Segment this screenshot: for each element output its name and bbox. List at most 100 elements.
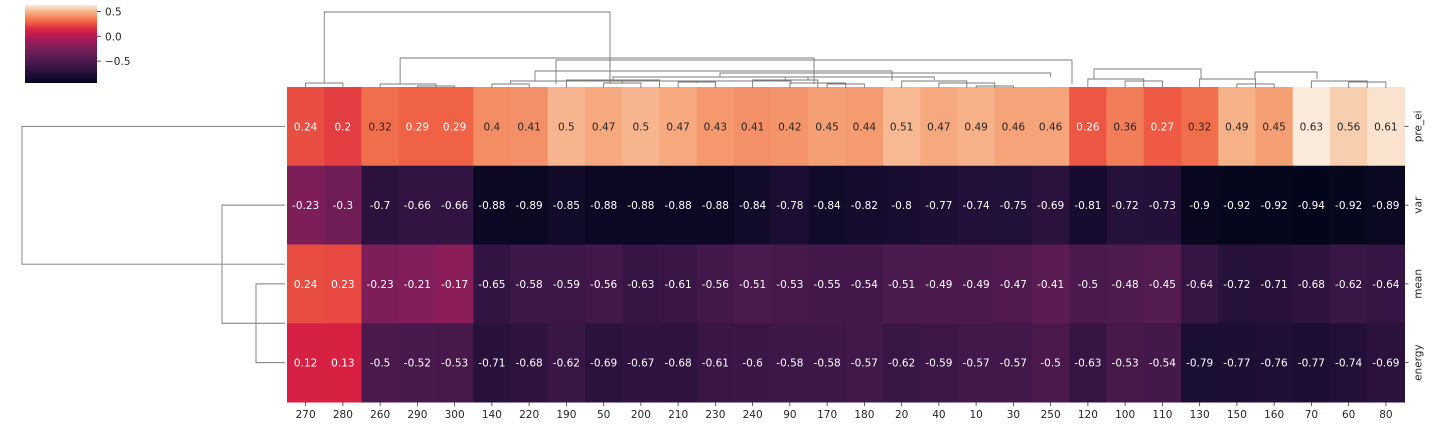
heatmap-cell bbox=[883, 323, 921, 403]
heatmap-cell bbox=[771, 165, 809, 245]
cell-annotation: -0.88 bbox=[478, 200, 505, 212]
x-tick-label: 280 bbox=[333, 409, 353, 421]
cell-annotation: -0.3 bbox=[333, 200, 354, 212]
cell-annotation: -0.54 bbox=[1149, 358, 1176, 370]
cell-annotation: -0.92 bbox=[1261, 200, 1288, 212]
cell-annotation: 0.63 bbox=[1300, 121, 1323, 133]
heatmap-cell bbox=[1032, 165, 1070, 245]
heatmap-cell bbox=[473, 323, 511, 403]
colorbar: 0.5 0.0 −0.5 bbox=[25, 5, 131, 83]
x-tick-label: 50 bbox=[597, 409, 610, 421]
colorbar-bar bbox=[25, 5, 97, 83]
cell-annotation: 0.36 bbox=[1113, 121, 1137, 133]
heatmap-cell bbox=[696, 165, 735, 245]
x-tick-label: 180 bbox=[854, 409, 874, 421]
heatmap-cell bbox=[1367, 244, 1405, 324]
heatmap-cell bbox=[361, 165, 400, 245]
heatmap-cell bbox=[994, 323, 1033, 403]
dendrogram-link bbox=[323, 11, 611, 83]
heatmap-cell bbox=[287, 165, 325, 245]
cell-annotation: 0.47 bbox=[927, 121, 950, 133]
x-tick-label: 100 bbox=[1115, 409, 1135, 421]
dendrogram-link bbox=[379, 83, 437, 88]
x-tick-label: 170 bbox=[817, 409, 837, 421]
cell-annotation: -0.65 bbox=[478, 279, 505, 291]
cell-annotation: 0.41 bbox=[741, 121, 764, 133]
heatmap-cell bbox=[510, 87, 549, 167]
heatmap-cell bbox=[1292, 165, 1331, 245]
cell-annotation: -0.68 bbox=[665, 358, 692, 370]
cell-annotation: -0.17 bbox=[441, 279, 468, 291]
cell-annotation: -0.63 bbox=[1074, 358, 1101, 370]
heatmap-cell bbox=[324, 323, 362, 403]
x-tick-label: 160 bbox=[1264, 409, 1284, 421]
heatmap-cell bbox=[696, 87, 735, 167]
cell-annotation: -0.77 bbox=[925, 200, 952, 212]
heatmap-cell bbox=[1218, 244, 1256, 324]
heatmap-cell bbox=[771, 87, 809, 167]
heatmap-cell bbox=[585, 87, 623, 167]
x-tick-label: 110 bbox=[1152, 409, 1172, 421]
cell-annotation: 0.45 bbox=[1262, 121, 1285, 133]
dendrogram-link bbox=[534, 70, 893, 81]
cell-annotation: -0.66 bbox=[441, 200, 468, 212]
heatmap-cell bbox=[883, 165, 921, 245]
heatmap-cell bbox=[734, 87, 772, 167]
cell-annotation: -0.74 bbox=[963, 200, 990, 212]
x-tick-label: 150 bbox=[1227, 409, 1247, 421]
cell-annotation: 0.51 bbox=[890, 121, 913, 133]
x-tick-label: 240 bbox=[743, 409, 763, 421]
x-tick-label: 260 bbox=[370, 409, 390, 421]
dendrogram-link bbox=[1087, 78, 1145, 88]
cell-annotation: -0.9 bbox=[1189, 200, 1210, 212]
cell-annotation: -0.58 bbox=[776, 358, 803, 370]
heatmap-cell bbox=[287, 323, 325, 403]
cell-annotation: 0.46 bbox=[1002, 121, 1026, 133]
heatmap-cell bbox=[622, 87, 660, 167]
heatmap-cell bbox=[734, 244, 772, 324]
cell-annotation: -0.94 bbox=[1298, 200, 1325, 212]
heatmap-cell bbox=[585, 323, 623, 403]
cell-annotation: -0.59 bbox=[553, 279, 580, 291]
x-tick-label: 30 bbox=[1007, 409, 1020, 421]
cell-annotation: -0.62 bbox=[1335, 279, 1362, 291]
cell-annotation: -0.84 bbox=[814, 200, 841, 212]
heatmap-cell bbox=[1367, 87, 1405, 167]
x-tick-label: 290 bbox=[407, 409, 427, 421]
cell-annotation: -0.53 bbox=[776, 279, 803, 291]
heatmap-cell bbox=[957, 165, 996, 245]
heatmap-cell bbox=[1181, 244, 1219, 324]
heatmap-cell bbox=[808, 87, 847, 167]
row-dendrogram bbox=[21, 125, 285, 364]
cell-annotation: 0.13 bbox=[331, 358, 354, 370]
cell-annotation: -0.68 bbox=[516, 358, 543, 370]
heatmap-cell bbox=[585, 165, 623, 245]
x-tick-label: 120 bbox=[1078, 409, 1098, 421]
cell-annotation: -0.58 bbox=[814, 358, 841, 370]
heatmap-cell bbox=[1218, 165, 1256, 245]
dendrogram-link bbox=[719, 72, 1052, 77]
heatmap-cell bbox=[287, 244, 325, 324]
cell-annotation: 0.26 bbox=[1076, 121, 1100, 133]
cell-annotation: 0.47 bbox=[666, 121, 689, 133]
cell-annotation: -0.5 bbox=[370, 358, 391, 370]
heatmap-cell bbox=[845, 323, 884, 403]
heatmap-cell bbox=[920, 244, 958, 324]
cell-annotation: -0.49 bbox=[925, 279, 952, 291]
heatmap-cell bbox=[398, 87, 437, 167]
heatmap-cell bbox=[1330, 323, 1368, 403]
cell-annotation: -0.48 bbox=[1112, 279, 1139, 291]
x-tick-label: 130 bbox=[1190, 409, 1210, 421]
cell-annotation: -0.52 bbox=[404, 358, 431, 370]
cell-annotation: -0.92 bbox=[1223, 200, 1250, 212]
heatmap-cell bbox=[361, 323, 400, 403]
x-tick-label: 70 bbox=[1305, 409, 1318, 421]
cell-annotation: -0.6 bbox=[742, 358, 763, 370]
cell-annotation: -0.74 bbox=[1335, 358, 1362, 370]
cell-annotation: -0.49 bbox=[963, 279, 990, 291]
heatmap-cell bbox=[436, 165, 474, 245]
cell-annotation: 0.4 bbox=[484, 121, 501, 133]
heatmap-cell bbox=[1255, 244, 1294, 324]
heatmap-cell bbox=[1143, 87, 1182, 167]
